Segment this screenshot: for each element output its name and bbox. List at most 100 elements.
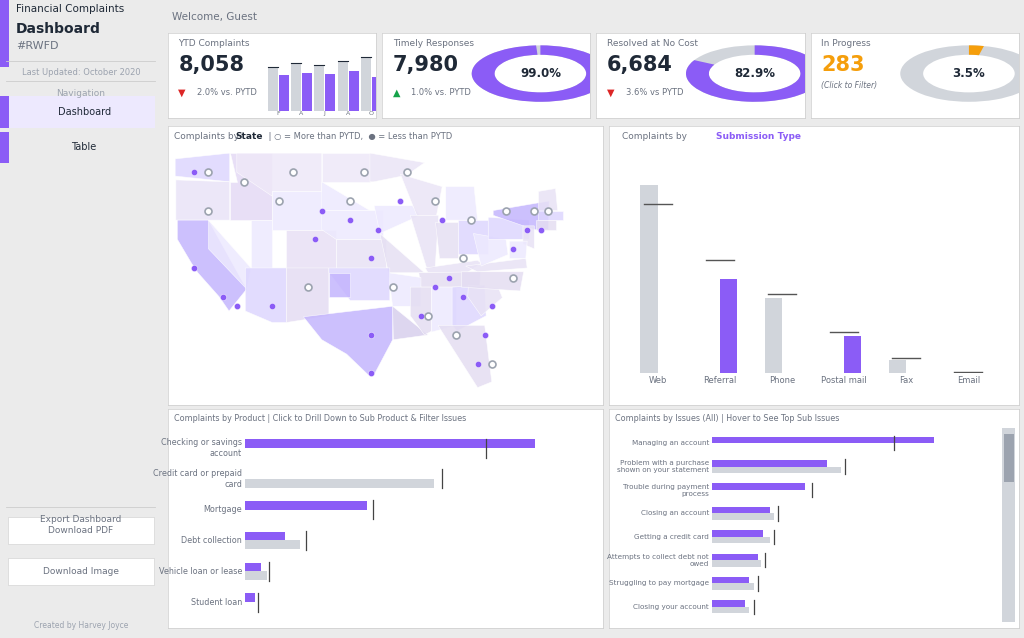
Polygon shape — [287, 268, 329, 323]
Text: | ○ = More than PYTD,  ● = Less than PYTD: | ○ = More than PYTD, ● = Less than PYTD — [266, 132, 453, 141]
Text: State: State — [236, 132, 263, 141]
Bar — [0, 0, 9, 67]
Text: Export Dashboard: Export Dashboard — [40, 515, 122, 524]
Polygon shape — [523, 226, 535, 249]
Bar — [889, 360, 906, 373]
Polygon shape — [400, 174, 442, 216]
Polygon shape — [539, 189, 558, 211]
Polygon shape — [537, 220, 555, 230]
Text: 8,058: 8,058 — [178, 55, 245, 75]
Polygon shape — [392, 306, 428, 339]
Polygon shape — [322, 211, 383, 239]
Bar — [712, 554, 759, 560]
Text: Complaints by Issues (All) | Hover to See Top Sub Issues: Complaints by Issues (All) | Hover to Se… — [615, 414, 840, 423]
Text: ▼: ▼ — [607, 87, 614, 98]
Polygon shape — [510, 241, 527, 258]
Bar — [712, 530, 763, 537]
Bar — [245, 593, 255, 602]
Text: Submission Type: Submission Type — [716, 132, 801, 141]
Polygon shape — [287, 230, 336, 268]
Bar — [245, 440, 536, 448]
Text: Last Updated: October 2020: Last Updated: October 2020 — [22, 68, 140, 77]
Bar — [712, 560, 761, 567]
Wedge shape — [686, 45, 823, 102]
Text: ▼: ▼ — [178, 87, 185, 98]
Polygon shape — [322, 153, 370, 182]
Text: 7,980: 7,980 — [392, 55, 459, 75]
Polygon shape — [431, 287, 457, 332]
Polygon shape — [209, 220, 251, 289]
Polygon shape — [370, 153, 425, 182]
Bar — [326, 74, 335, 111]
Polygon shape — [411, 216, 438, 268]
Bar — [268, 67, 278, 111]
Text: 1.0% vs. PYTD: 1.0% vs. PYTD — [412, 88, 471, 97]
Polygon shape — [468, 285, 503, 316]
Bar — [245, 540, 300, 549]
Bar — [245, 571, 266, 580]
Polygon shape — [435, 222, 458, 258]
Text: Welcome, Guest: Welcome, Guest — [172, 11, 257, 22]
Polygon shape — [438, 325, 492, 388]
Bar — [0, 96, 9, 128]
Bar — [712, 607, 750, 613]
Polygon shape — [237, 153, 322, 197]
Bar — [372, 77, 382, 111]
Text: 2.0% vs. PYTD: 2.0% vs. PYTD — [197, 88, 257, 97]
Bar — [640, 185, 657, 373]
Text: F: F — [276, 111, 280, 116]
Polygon shape — [336, 239, 386, 268]
Polygon shape — [445, 187, 477, 220]
Text: 283: 283 — [821, 55, 864, 75]
Text: 6,684: 6,684 — [607, 55, 673, 75]
Polygon shape — [380, 234, 425, 273]
Polygon shape — [329, 268, 390, 300]
Text: Download Image: Download Image — [43, 567, 119, 576]
Polygon shape — [322, 182, 370, 211]
Text: ▲: ▲ — [392, 87, 400, 98]
Text: (Click to Filter): (Click to Filter) — [821, 81, 878, 90]
Bar — [245, 501, 367, 510]
Polygon shape — [419, 272, 480, 287]
Bar — [1004, 434, 1014, 482]
Text: Dashboard: Dashboard — [57, 107, 111, 117]
Text: Timely Responses: Timely Responses — [392, 38, 474, 47]
Polygon shape — [374, 205, 420, 234]
Polygon shape — [229, 153, 272, 220]
Polygon shape — [272, 191, 322, 230]
Polygon shape — [411, 287, 431, 335]
Text: Complaints by Product | Click to Drill Down to Sub Product & Filter Issues: Complaints by Product | Click to Drill D… — [174, 414, 467, 423]
Bar — [361, 57, 371, 111]
Wedge shape — [969, 45, 984, 56]
Bar — [712, 484, 805, 490]
Polygon shape — [425, 260, 481, 273]
Polygon shape — [458, 220, 488, 254]
Bar — [338, 61, 348, 111]
Bar — [712, 460, 827, 466]
Bar — [302, 73, 312, 111]
Polygon shape — [488, 217, 529, 239]
Polygon shape — [175, 153, 229, 182]
Bar — [720, 279, 737, 373]
Bar — [245, 532, 286, 540]
Polygon shape — [303, 306, 392, 375]
Polygon shape — [473, 234, 508, 266]
Text: A: A — [299, 111, 303, 116]
Text: Download PDF: Download PDF — [48, 526, 114, 535]
Bar — [8, 517, 154, 544]
Text: 82.9%: 82.9% — [734, 67, 775, 80]
Bar — [712, 437, 934, 443]
Text: Dashboard: Dashboard — [16, 22, 101, 36]
Bar — [348, 71, 358, 111]
Text: Complaints by: Complaints by — [622, 132, 689, 141]
Wedge shape — [472, 45, 609, 102]
Bar — [0, 132, 9, 163]
Bar — [314, 65, 325, 111]
Text: Navigation: Navigation — [56, 89, 105, 98]
Bar — [245, 563, 261, 571]
Text: O: O — [369, 111, 374, 116]
Bar — [712, 507, 769, 514]
Bar — [712, 584, 754, 590]
Text: J: J — [324, 111, 326, 116]
Text: In Progress: In Progress — [821, 38, 870, 47]
